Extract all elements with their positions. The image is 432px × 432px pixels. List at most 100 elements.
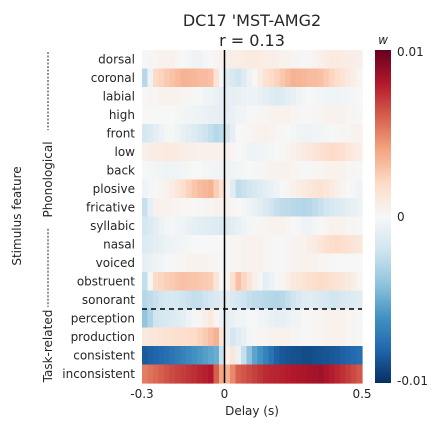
heatmap-cell-sonorant-15 [224,290,231,310]
heatmap-cell-production-16 [230,327,237,347]
heatmap-cell-fricative-19 [246,198,253,218]
row-label-high: high [109,108,135,122]
heatmap-cell-nasal-12 [208,235,215,255]
heatmap-cell-voiced-33 [323,253,330,273]
heatmap-cell-syllabic-22 [263,216,270,236]
heatmap-cell-plosive-23 [268,179,275,199]
heatmap-cell-obstruent-23 [268,272,275,292]
heatmap-cell-front-7 [180,124,187,144]
heatmap-cell-coronal-27 [290,68,297,88]
heatmap-cell-production-23 [268,327,275,347]
heatmap-cell-low-21 [257,142,264,162]
heatmap-cell-sonorant-12 [208,290,215,310]
heatmap-cell-sonorant-8 [186,290,193,310]
heatmap-cell-coronal-9 [191,68,198,88]
heatmap-cell-dorsal-39 [356,50,363,70]
heatmap-cell-perception-33 [323,309,330,329]
heatmap-cell-dorsal-20 [252,50,259,70]
heatmap-cell-consistent-36 [340,346,347,366]
heatmap-cell-syllabic-8 [186,216,193,236]
heatmap-cell-nasal-18 [241,235,248,255]
heatmap-cell-obstruent-34 [329,272,336,292]
heatmap-cell-perception-7 [180,309,187,329]
heatmap-cell-plosive-32 [318,179,325,199]
chart-subtitle: r = 0.13 [219,31,285,50]
heatmap-cell-low-22 [263,142,270,162]
heatmap-cell-high-38 [351,105,358,125]
heatmap-cell-production-11 [202,327,209,347]
heatmap-cell-back-29 [301,161,308,181]
heatmap-cell-front-8 [186,124,193,144]
heatmap-cell-obstruent-3 [158,272,165,292]
row-label-nasal: nasal [103,237,135,251]
heatmap-cell-fricative-3 [158,198,165,218]
heatmap-cell-labial-24 [274,87,281,107]
heatmap-cell-perception-37 [345,309,352,329]
heatmap-cell-back-0 [142,161,149,181]
heatmap-cell-inconsistent-21 [257,364,264,384]
heatmap-cell-production-14 [219,327,226,347]
heatmap-cell-inconsistent-24 [274,364,281,384]
heatmap-cell-plosive-29 [301,179,308,199]
heatmap-cell-production-38 [351,327,358,347]
heatmap-cell-labial-9 [191,87,198,107]
heatmap-cell-coronal-6 [175,68,182,88]
heatmap-cell-voiced-0 [142,253,149,273]
heatmap-cell-dorsal-36 [340,50,347,70]
heatmap-cell-voiced-26 [285,253,292,273]
heatmap-cell-syllabic-14 [219,216,226,236]
heatmap-cell-perception-12 [208,309,215,329]
heatmap-cell-dorsal-0 [142,50,149,70]
heatmap-cell-back-6 [175,161,182,181]
heatmap-cell-perception-17 [235,309,242,329]
row-label-dorsal: dorsal [98,52,135,66]
heatmap-cell-front-15 [224,124,231,144]
heatmap-cell-consistent-21 [257,346,264,366]
heatmap-cell-low-39 [356,142,363,162]
heatmap-cell-low-18 [241,142,248,162]
heatmap-cell-high-9 [191,105,198,125]
heatmap-cell-plosive-15 [224,179,231,199]
heatmap-cell-consistent-39 [356,346,363,366]
heatmap-cell-perception-8 [186,309,193,329]
heatmap-cell-obstruent-30 [307,272,314,292]
heatmap-cell-back-37 [345,161,352,181]
heatmap-cell-syllabic-13 [213,216,220,236]
heatmap-cell-high-29 [301,105,308,125]
heatmap-cell-voiced-35 [334,253,341,273]
heatmap-cell-nasal-29 [301,235,308,255]
heatmap-cell-coronal-31 [312,68,319,88]
heatmap-cell-front-16 [230,124,237,144]
heatmap-cell-voiced-27 [290,253,297,273]
heatmap-cell-front-11 [202,124,209,144]
heatmap-cell-coronal-39 [356,68,363,88]
heatmap-cell-voiced-25 [279,253,286,273]
heatmap-cell-sonorant-18 [241,290,248,310]
heatmap-cell-high-25 [279,105,286,125]
heatmap-cell-coronal-36 [340,68,347,88]
heatmap-cell-perception-39 [356,309,363,329]
heatmap-cell-nasal-39 [356,235,363,255]
heatmap-cell-front-37 [345,124,352,144]
heatmap-cell-inconsistent-20 [252,364,259,384]
heatmap-cell-low-13 [213,142,220,162]
heatmap-cell-plosive-18 [241,179,248,199]
heatmap-cell-back-2 [153,161,160,181]
heatmap-cell-coronal-26 [285,68,292,88]
heatmap-cell-labial-10 [197,87,204,107]
heatmap-cell-perception-14 [219,309,226,329]
heatmap-cell-production-28 [296,327,303,347]
heatmap-cell-voiced-38 [351,253,358,273]
heatmap-cell-obstruent-26 [285,272,292,292]
heatmap-cell-inconsistent-15 [224,364,231,384]
heatmap-cell-high-15 [224,105,231,125]
heatmap-cell-obstruent-12 [208,272,215,292]
heatmap-cell-perception-34 [329,309,336,329]
heatmap-cell-coronal-14 [219,68,226,88]
heatmap-cell-dorsal-29 [301,50,308,70]
heatmap-cell-consistent-24 [274,346,281,366]
heatmap-cell-fricative-35 [334,198,341,218]
heatmap-cells [142,50,363,384]
heatmap-cell-front-26 [285,124,292,144]
heatmap-cell-fricative-15 [224,198,231,218]
